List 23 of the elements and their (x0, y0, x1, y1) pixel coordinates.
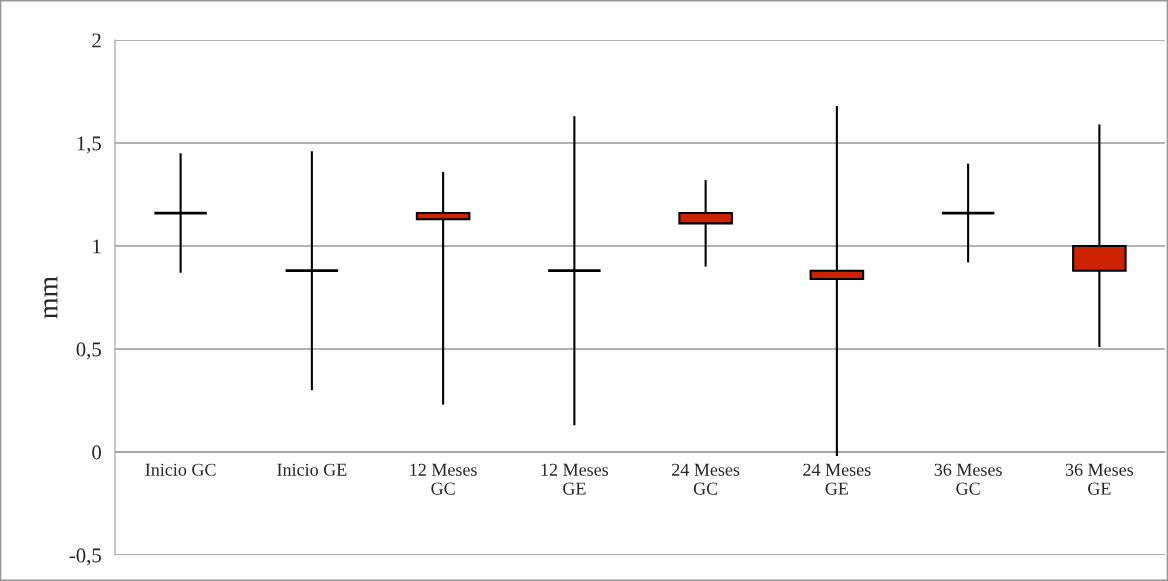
x-tick-label: 12 Meses GE (541, 463, 609, 495)
candlestick (940, 162, 996, 264)
x-tick-label: 12 Meses GC (410, 463, 477, 495)
y-tick-label: 1,5 (77, 136, 101, 154)
y-tick-label: 0,5 (76, 342, 101, 360)
x-tick-label: 24 Meses GE (803, 463, 871, 495)
x-tick-label: Inicio GE (277, 463, 347, 476)
x-tick-label: 36 Meses GC (934, 463, 1002, 495)
candlestick (546, 115, 603, 427)
candlestick (415, 170, 471, 406)
x-tick-label: 24 Meses GC (672, 463, 740, 495)
x-tick-label: 36 Meses GE (1065, 463, 1134, 495)
y-tick-label: 2 (92, 33, 101, 48)
y-axis-title: mm (44, 276, 58, 319)
candlestick (284, 150, 340, 392)
y-tick-label: 0 (92, 445, 102, 460)
candlestick (152, 152, 209, 274)
y-tick-label: 1 (93, 239, 101, 254)
candlestick (678, 179, 733, 268)
candlestick (809, 104, 865, 458)
y-tick-label: -0,5 (69, 548, 101, 566)
candlestick (1072, 123, 1127, 348)
x-tick-label: Inicio GC (145, 463, 216, 476)
